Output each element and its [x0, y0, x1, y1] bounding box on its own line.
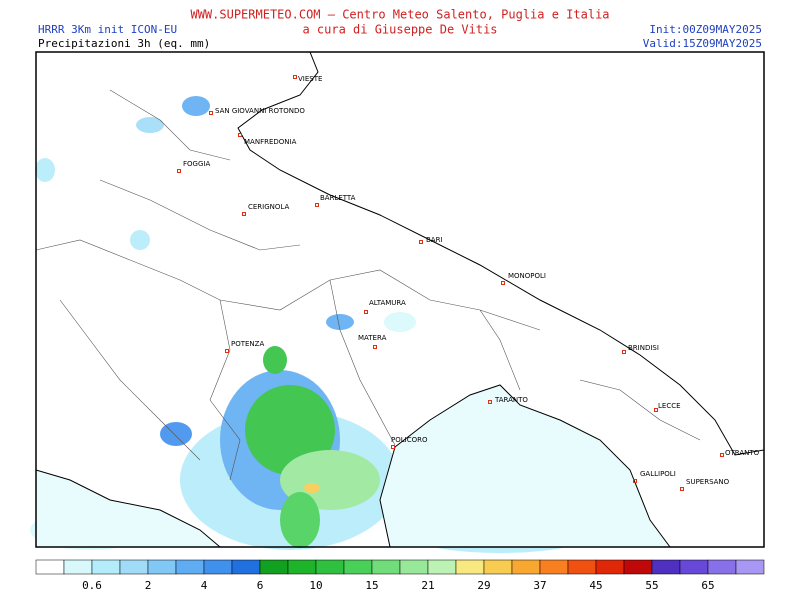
- city-label: SUPERSANO: [686, 478, 730, 486]
- init-time: Init:00Z09MAY2025: [649, 23, 762, 36]
- city-label: GALLIPOLI: [640, 470, 676, 478]
- colorbar-label: 4: [201, 579, 208, 592]
- colorbar-cell: [91, 559, 121, 575]
- colorbar-label: 0.6: [82, 579, 102, 592]
- city-marker: [238, 133, 242, 137]
- city-marker: [242, 212, 246, 216]
- colorbar-cell: [203, 559, 233, 575]
- city-label: MANFREDONIA: [244, 138, 297, 146]
- city-label: FOGGIA: [183, 160, 210, 168]
- city-label: LECCE: [658, 402, 681, 410]
- colorbar-cell: [651, 559, 681, 575]
- city-marker: [209, 111, 213, 115]
- city-label: MATERA: [358, 334, 387, 342]
- city-label: MONOPOLI: [508, 272, 546, 280]
- colorbar-cell: [455, 559, 485, 575]
- valid-time: Valid:15Z09MAY2025: [643, 37, 762, 50]
- colorbar-label: 21: [421, 579, 434, 592]
- subtitle: a cura di Giuseppe De Vitis: [302, 23, 497, 37]
- city-marker: [225, 349, 229, 353]
- cities: VIESTE SAN GIOVANNI ROTONDO MANFREDONIA FOG…: [177, 75, 760, 491]
- city-marker: [633, 479, 637, 483]
- city-label: CERIGNOLA: [248, 203, 289, 211]
- colorbar-label: 10: [309, 579, 322, 592]
- city-label: BARI: [426, 236, 443, 244]
- colorbar-cell: [539, 559, 569, 575]
- colorbar-cell: [679, 559, 709, 575]
- city-label: BRINDISI: [628, 344, 659, 352]
- city-marker: [680, 487, 684, 491]
- colorbar-cell: [147, 559, 177, 575]
- city-marker: [177, 169, 181, 173]
- map: VIESTE SAN GIOVANNI ROTONDO MANFREDONIA FOG…: [30, 51, 765, 553]
- city-label: BARLETTA: [320, 194, 356, 202]
- colorbar-cell: [595, 559, 625, 575]
- colorbar-cell: [623, 559, 653, 575]
- colorbar-label: 15: [365, 579, 378, 592]
- colorbar-cell: [511, 559, 541, 575]
- colorbar-label: 2: [145, 579, 152, 592]
- colorbar-cell: [483, 559, 513, 575]
- model: HRRR 3Km init ICON-EU: [38, 23, 177, 36]
- colorbar-label: 29: [477, 579, 490, 592]
- city-marker: [293, 75, 297, 79]
- site-title: WWW.SUPERMETEO.COM – Centro Meteo Salent…: [190, 8, 609, 22]
- colorbar-cell: [399, 559, 429, 575]
- city-marker: [622, 350, 626, 354]
- city-marker: [720, 453, 724, 457]
- city-marker: [419, 240, 423, 244]
- city-marker: [373, 345, 377, 349]
- colorbar-label: 6: [257, 579, 264, 592]
- city-marker: [501, 281, 505, 285]
- city-label: VIESTE: [298, 75, 322, 83]
- city-label: OTRANTO: [725, 449, 760, 457]
- colorbar-label: 45: [589, 579, 602, 592]
- map-frame: [35, 51, 765, 548]
- city-marker: [364, 310, 368, 314]
- colorbar: 0.6 2 4 6 10 15 21 29 37 45 55 65: [35, 559, 765, 592]
- colorbar-label: 55: [645, 579, 658, 592]
- city-label: SAN GIOVANNI ROTONDO: [215, 107, 305, 115]
- city-label: TARANTO: [494, 396, 528, 404]
- colorbar-cell: [315, 559, 345, 575]
- borders: [35, 89, 701, 481]
- colorbar-label: 37: [533, 579, 546, 592]
- city-label: POLICORO: [391, 436, 428, 444]
- colorbar-cell: [259, 559, 289, 575]
- colorbar-cell: [707, 559, 737, 575]
- city-label: POTENZA: [231, 340, 264, 348]
- colorbar-cell: [119, 559, 149, 575]
- city-marker: [488, 400, 492, 404]
- colorbar-cell: [735, 559, 765, 575]
- colorbar-cell: [35, 559, 65, 575]
- colorbar-cell: [231, 559, 261, 575]
- city-marker: [654, 408, 658, 412]
- variable: Precipitazioni 3h (eq. mm): [38, 37, 210, 50]
- colorbar-cell: [175, 559, 205, 575]
- city-marker: [391, 445, 395, 449]
- colorbar-cell: [427, 559, 457, 575]
- colorbar-cell: [371, 559, 401, 575]
- colorbar-label: 65: [701, 579, 714, 592]
- colorbar-cell: [343, 559, 373, 575]
- sea: [35, 51, 765, 548]
- colorbar-cell: [287, 559, 317, 575]
- colorbar-cell: [63, 559, 93, 575]
- city-marker: [315, 203, 319, 207]
- city-label: ALTAMURA: [369, 299, 406, 307]
- colorbar-cell: [567, 559, 597, 575]
